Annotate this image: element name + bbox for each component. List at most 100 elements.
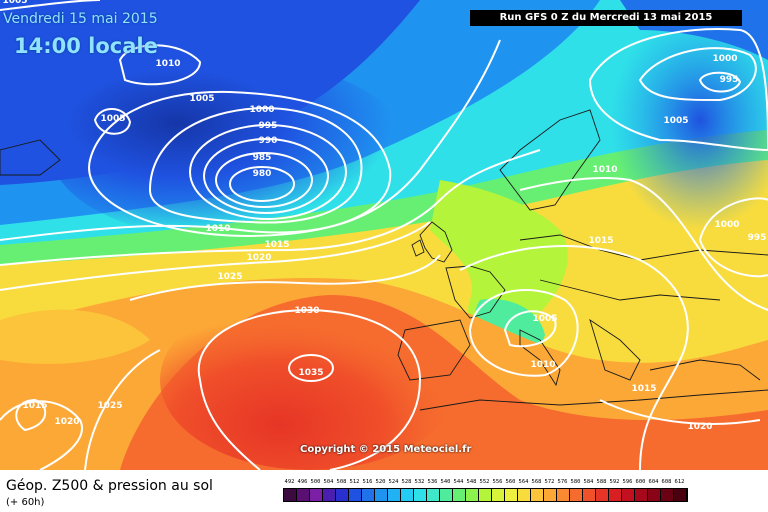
isobar-label: 990 (259, 136, 278, 146)
isobar-1010-east (519, 177, 768, 311)
isobar-labels: 1010 1005 1005 1000 995 990 985 980 1010 1015 1020… (2, 0, 766, 432)
scale-swatch (453, 489, 466, 501)
isobar-1005-west (93, 108, 132, 135)
scale-label: 564 (518, 479, 529, 485)
scale-label: 492 (284, 479, 295, 485)
isobar-1020 (0, 221, 431, 291)
scale-bar (283, 488, 688, 502)
isobar-label: 985 (253, 153, 272, 163)
scale-label: 532 (414, 479, 425, 485)
scale-swatch (479, 489, 492, 501)
coast-turkey (649, 359, 761, 381)
isobar-1015-east (459, 245, 689, 470)
isobar-1020-se (599, 399, 761, 425)
isobar-label: 1015 (264, 240, 289, 250)
coast-iberia (397, 319, 471, 381)
isobar-1030 (197, 308, 422, 470)
isobar-label: 1020 (687, 422, 712, 432)
field-west-yellow (0, 309, 150, 364)
border-central (519, 234, 768, 261)
scale-label: 544 (453, 479, 464, 485)
scale-swatch (674, 489, 687, 501)
isobar-label: 1005 (663, 116, 688, 126)
run-info: Run GFS 0 Z du Mercredi 13 mai 2015 (470, 10, 742, 26)
scale-label: 592 (609, 479, 620, 485)
isobar-995 (189, 124, 347, 220)
isobar-label: 1010 (155, 59, 180, 69)
scale-label: 536 (427, 479, 438, 485)
coast-scandinavia (499, 109, 601, 211)
scale-label: 612 (674, 479, 685, 485)
scale-swatch (518, 489, 531, 501)
isobar-label: 1005 (100, 114, 125, 124)
isobar-label: 1005 (532, 314, 557, 324)
scale-swatch (349, 489, 362, 501)
scale-swatch (635, 489, 648, 501)
isobar-980 (229, 166, 295, 202)
weather-map: 1010 1005 1005 1000 995 990 985 980 1010 1015 1020… (0, 0, 768, 470)
scale-label: 568 (531, 479, 542, 485)
isobar-990 (203, 138, 329, 214)
coast-italy (519, 329, 561, 387)
scale-swatch (609, 489, 622, 501)
isobar-995-ne (698, 71, 742, 93)
scale-label: 596 (622, 479, 633, 485)
scale-swatch (440, 489, 453, 501)
isobar-1035 (288, 354, 334, 382)
scale-swatch (427, 489, 440, 501)
map-canvas: 1010 1005 1005 1000 995 990 985 980 1010 1015 1020… (0, 0, 768, 470)
scale-labels: 492 496 500 504 508 512 516 520 524 528 532 536 540 5… (283, 479, 686, 486)
isobar-1000-ne (638, 47, 757, 102)
coast-north-africa (419, 389, 768, 411)
scale-label: 540 (440, 479, 451, 485)
scale-swatch (414, 489, 427, 501)
scale-swatch (661, 489, 674, 501)
coast-france (445, 265, 506, 319)
scale-label: 520 (375, 479, 386, 485)
isobar-1000 (148, 106, 363, 224)
scale-label: 548 (466, 479, 477, 485)
scale-label: 552 (479, 479, 490, 485)
isobar-1005-top (0, 0, 101, 11)
scale-swatch (362, 489, 375, 501)
isobar-label: 1020 (246, 253, 271, 263)
scale-label: 600 (635, 479, 646, 485)
isobar-1015-sw (15, 398, 47, 432)
copyright: Copyright © 2015 Meteociel.fr (300, 444, 472, 455)
scale-label: 556 (492, 479, 503, 485)
scale-swatch (492, 489, 505, 501)
map-title: Géop. Z500 & pression au sol (6, 478, 213, 494)
scale-label: 604 (648, 479, 659, 485)
isobar-label: 1015 (588, 236, 613, 246)
scale-swatch (622, 489, 635, 501)
isobar-label: 1035 (298, 368, 323, 378)
isobar-985 (215, 152, 313, 208)
scale-swatch (544, 489, 557, 501)
scale-label: 508 (336, 479, 347, 485)
scale-label: 608 (661, 479, 672, 485)
isobar-label: 1000 (249, 105, 274, 115)
scale-swatch (557, 489, 570, 501)
coast-britain (419, 221, 453, 263)
coastlines (0, 109, 768, 411)
scale-label: 496 (297, 479, 308, 485)
scale-label: 504 (323, 479, 334, 485)
isobar-label: 1015 (631, 384, 656, 394)
scale-swatch (336, 489, 349, 501)
scale-label: 512 (349, 479, 360, 485)
coast-balkans (589, 318, 641, 381)
isobar-label: 1010 (205, 224, 230, 234)
isobar-label: 1010 (530, 360, 555, 370)
scale-swatch (531, 489, 544, 501)
coast-greenland-tip (0, 139, 61, 176)
scale-swatch (375, 489, 388, 501)
ne-low-shade (610, 10, 768, 230)
scale-swatch (648, 489, 661, 501)
scale-label: 588 (596, 479, 607, 485)
isobar-label: 1030 (294, 306, 319, 316)
isobar-1010 (0, 39, 501, 241)
scale-label: 572 (544, 479, 555, 485)
scale-swatch (570, 489, 583, 501)
scale-label: 524 (388, 479, 399, 485)
isobar-label: 1000 (714, 220, 739, 230)
